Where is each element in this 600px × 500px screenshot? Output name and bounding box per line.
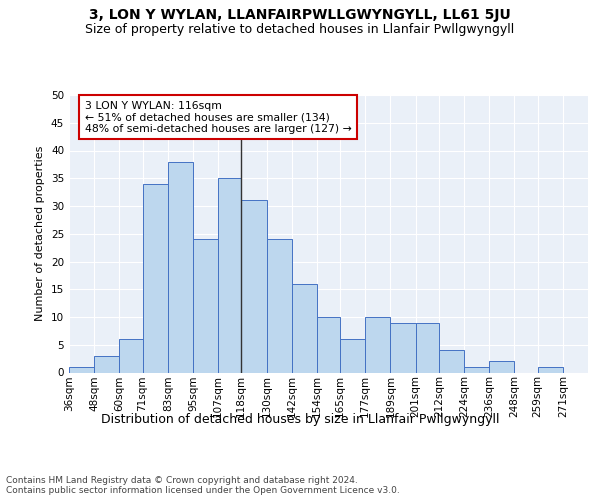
Text: Contains HM Land Registry data © Crown copyright and database right 2024.
Contai: Contains HM Land Registry data © Crown c… bbox=[6, 476, 400, 495]
Text: Size of property relative to detached houses in Llanfair Pwllgwyngyll: Size of property relative to detached ho… bbox=[85, 22, 515, 36]
Bar bbox=[340, 339, 365, 372]
Text: 3, LON Y WYLAN, LLANFAIRPWLLGWYNGYLL, LL61 5JU: 3, LON Y WYLAN, LLANFAIRPWLLGWYNGYLL, LL… bbox=[89, 8, 511, 22]
Bar bbox=[193, 240, 218, 372]
Bar bbox=[168, 162, 193, 372]
Bar bbox=[266, 240, 292, 372]
Text: Distribution of detached houses by size in Llanfair Pwllgwyngyll: Distribution of detached houses by size … bbox=[101, 412, 499, 426]
Bar bbox=[464, 367, 489, 372]
Bar bbox=[119, 339, 143, 372]
Bar bbox=[94, 356, 119, 372]
Bar bbox=[439, 350, 464, 372]
Bar bbox=[292, 284, 317, 372]
Bar bbox=[69, 367, 94, 372]
Text: 3 LON Y WYLAN: 116sqm
← 51% of detached houses are smaller (134)
48% of semi-det: 3 LON Y WYLAN: 116sqm ← 51% of detached … bbox=[85, 100, 352, 134]
Bar bbox=[143, 184, 168, 372]
Bar bbox=[538, 367, 563, 372]
Bar bbox=[416, 322, 439, 372]
Bar bbox=[241, 200, 266, 372]
Bar bbox=[489, 362, 514, 372]
Bar bbox=[365, 317, 391, 372]
Bar bbox=[317, 317, 340, 372]
Bar bbox=[391, 322, 416, 372]
Bar bbox=[218, 178, 241, 372]
Y-axis label: Number of detached properties: Number of detached properties bbox=[35, 146, 46, 322]
